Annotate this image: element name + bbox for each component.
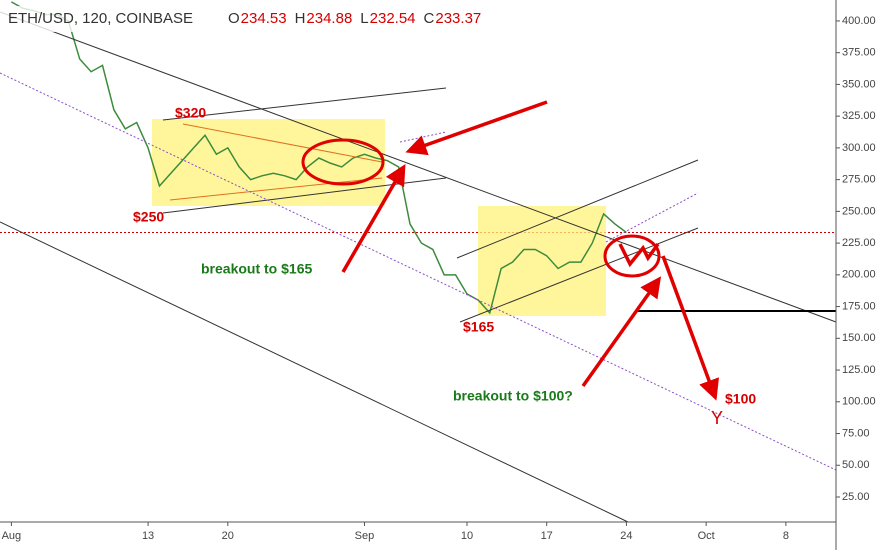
ohlc-label: C [424, 10, 435, 27]
y-tick-label: 200.00 [842, 269, 876, 281]
x-tick-label: Oct [698, 530, 715, 542]
annotation: breakout to $100? [453, 388, 573, 404]
annotation: $320 [175, 105, 206, 121]
highlight-ellipse [301, 138, 385, 186]
y-tick-label: 50.00 [842, 459, 870, 471]
ohlc-label: L [360, 10, 368, 27]
trend-line [169, 177, 383, 201]
y-tick-label: 150.00 [842, 332, 876, 344]
arrow [618, 242, 660, 268]
y-tick-label: 350.00 [842, 78, 876, 90]
dotted-line [605, 192, 699, 243]
ohlc-value: 232.54 [370, 10, 416, 27]
trend-line [0, 221, 629, 523]
highlight-box [152, 119, 385, 206]
symbol-title: ETH/USD, 120, COINBASE [8, 10, 193, 27]
y-tick-label: 100.00 [842, 396, 876, 408]
y-tick-label: 75.00 [842, 427, 870, 439]
annotation: breakout to $165 [201, 261, 312, 277]
ohlc-label: H [295, 10, 306, 27]
y-tick-label: 375.00 [842, 47, 876, 59]
y-tick-label: 225.00 [842, 237, 876, 249]
y-tick-label: 300.00 [842, 142, 876, 154]
arrow [341, 163, 406, 273]
annotation: $250 [133, 209, 164, 225]
series [11, 1, 627, 315]
annotation: Y [711, 408, 723, 428]
ohlc: O 234.53 H 234.88 L 232.54 C 233.37 [228, 10, 481, 27]
trend-line [456, 159, 699, 259]
y-tick-label: 125.00 [842, 364, 876, 376]
arrow [661, 255, 719, 401]
y-tick-label: 275.00 [842, 174, 876, 186]
legend-bg [0, 6, 340, 32]
highlight-box [478, 206, 606, 316]
y-tick-label: 325.00 [842, 110, 876, 122]
x-tick-label: 17 [541, 530, 553, 542]
y-tick-label: 400.00 [842, 15, 876, 27]
ohlc-value: 233.37 [435, 10, 481, 27]
annotation: $100 [725, 391, 756, 407]
trend-line [182, 123, 383, 163]
ohlc-label: O [228, 10, 240, 27]
x-tick-label: 10 [461, 530, 473, 542]
x-tick-label: 24 [620, 530, 632, 542]
axis-bg [836, 0, 886, 550]
trend-line [0, 11, 837, 323]
x-tick-label: 13 [142, 530, 154, 542]
trend-line [162, 87, 447, 121]
ohlc-value: 234.88 [306, 10, 352, 27]
x-tick-label: 8 [783, 530, 789, 542]
x-tick-label: 20 [222, 530, 234, 542]
x-tick-label: Sep [355, 530, 375, 542]
annotation: $165 [463, 319, 494, 335]
trend-line [459, 227, 699, 323]
arrow [581, 276, 662, 388]
drawings [0, 11, 837, 523]
ohlc-value: 234.53 [241, 10, 287, 27]
price-line [11, 1, 627, 315]
y-tick-label: 175.00 [842, 300, 876, 312]
x-tick-label: Aug [2, 530, 22, 542]
y-tick-label: 250.00 [842, 205, 876, 217]
arrow [405, 100, 548, 156]
highlight-ellipse [603, 234, 661, 278]
y-tick-label: 25.00 [842, 491, 870, 503]
